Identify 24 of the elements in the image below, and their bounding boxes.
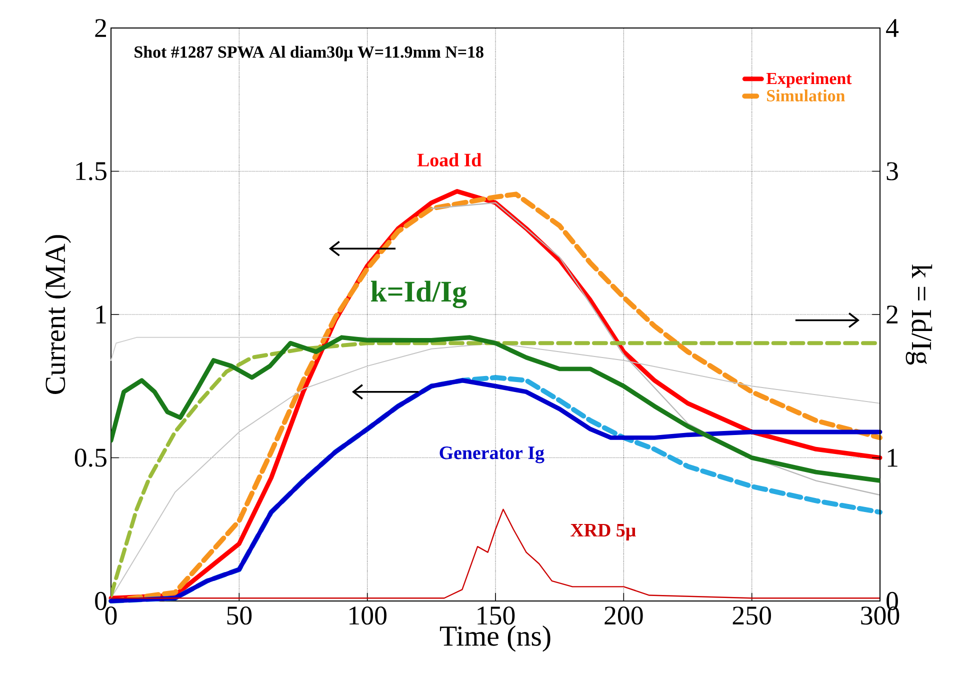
y2-tick-label: 4: [886, 19, 899, 37]
x-tick-label: 150: [478, 606, 515, 625]
x-tick-label: 200: [604, 606, 643, 625]
y-tick-label: 1.5: [76, 162, 106, 180]
y-tick-label: 0: [95, 592, 106, 610]
annotation: Generator Ig: [440, 446, 544, 464]
legend-label: Experiment: [766, 72, 852, 88]
x-axis-title: Time (ns): [440, 626, 550, 652]
annotation: k=Id/Ig: [370, 280, 467, 308]
x-tick-label: 100: [350, 606, 386, 625]
y2-tick-label: 2: [886, 306, 898, 324]
text: Shot #1287 SPWA Al diam30μ W=11.9mm N=18: [134, 46, 484, 62]
annotation: XRD 5μ: [570, 524, 636, 540]
annotation: Load Id: [417, 153, 482, 166]
y2-axis-title: k = Id/Ig: [906, 264, 932, 365]
x-tick-label: 50: [227, 606, 252, 625]
legend-label: Simulation: [767, 90, 845, 102]
y-tick-label: 2: [95, 19, 106, 37]
y-axis-title: Current (MA): [44, 235, 72, 394]
y2-tick-label: 3: [886, 162, 898, 180]
y-tick-label: 0.5: [74, 448, 106, 467]
y2-tick-label: 1: [888, 448, 898, 467]
y-tick-label: 1: [96, 306, 106, 324]
x-tick-label: 250: [732, 606, 771, 625]
